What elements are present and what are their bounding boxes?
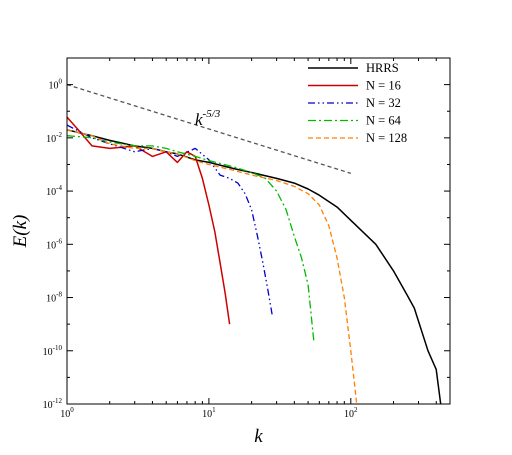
x-axis-ticks: 100 101 102	[60, 58, 451, 420]
legend-label-4: N = 128	[366, 131, 407, 145]
x-axis-label: k	[254, 426, 263, 447]
legend-label-1: N = 16	[366, 79, 401, 93]
y-tick-label: 10-4	[46, 184, 62, 198]
y-tick-label: 10-10	[43, 344, 63, 358]
series-curves	[67, 116, 442, 404]
legend: HRRS N = 16 N = 32 N = 64 N = 128	[308, 61, 407, 145]
x-tick-label: 102	[344, 406, 358, 420]
y-tick-label: 10-8	[46, 291, 62, 305]
y-tick-label: 100	[49, 78, 63, 92]
x-tick-label: 100	[60, 406, 74, 420]
series-line-4	[67, 129, 358, 404]
y-tick-label: 10-12	[43, 397, 63, 411]
x-tick-label: 101	[202, 406, 216, 420]
reference-slope-line	[66, 83, 352, 174]
y-tick-label: 10-6	[46, 237, 62, 251]
plot-frame	[66, 57, 451, 405]
series-line-3	[67, 135, 315, 343]
legend-label-3: N = 64	[366, 114, 402, 128]
y-axis-label: E(k)	[10, 215, 31, 249]
reference-slope-line	[66, 83, 352, 174]
slope-annotation: k-5/3	[195, 108, 221, 129]
legend-label-2: N = 32	[366, 96, 401, 110]
y-tick-label: 10-2	[46, 131, 62, 145]
series-line-1	[67, 116, 231, 325]
series-line-0	[67, 129, 442, 404]
y-axis-ticks: 100 10-2 10-4 10-6 10-8 10-10 10-12	[43, 57, 450, 411]
series-line-2	[67, 124, 274, 317]
legend-label-0: HRRS	[366, 61, 399, 75]
